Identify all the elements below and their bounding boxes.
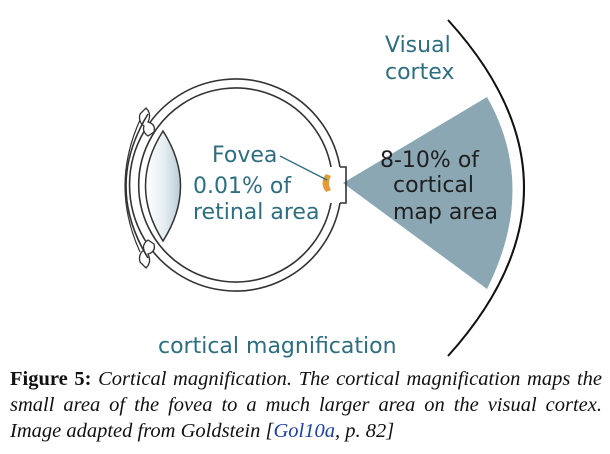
cortex-area-label-line1: 8-10% of [380,148,480,173]
fovea-label: Fovea [212,143,277,168]
cornea [125,113,149,259]
iris [138,107,156,269]
visual-cortex-label-line2: cortex [385,60,454,85]
visual-cortex-label-line1: Visual [385,33,451,58]
cortex-area-label-line2: cortical [393,173,474,198]
cortical-map-wedge [343,97,513,289]
cortex-area-label-line3: map area [393,200,498,225]
cortical-magnification-label: cortical magnification [158,334,397,359]
caption-text: Cortical magnification. The cortical mag… [10,368,602,442]
visual-cortex-arc [447,19,525,357]
eyeball [128,78,347,292]
retina-area-label-line1: 0.01% of [193,174,292,199]
lens [144,129,182,243]
retina-area-label-line2: retinal area [193,200,319,225]
figure-caption: Figure 5: Cortical magnification. The co… [10,366,602,444]
figure-number: Figure 5: [10,368,92,390]
fovea-marker [322,174,331,192]
citation-link[interactable]: Gol10a [273,420,335,442]
caption-text-end: , p. 82] [334,420,395,442]
fovea-leader-line [279,155,328,181]
